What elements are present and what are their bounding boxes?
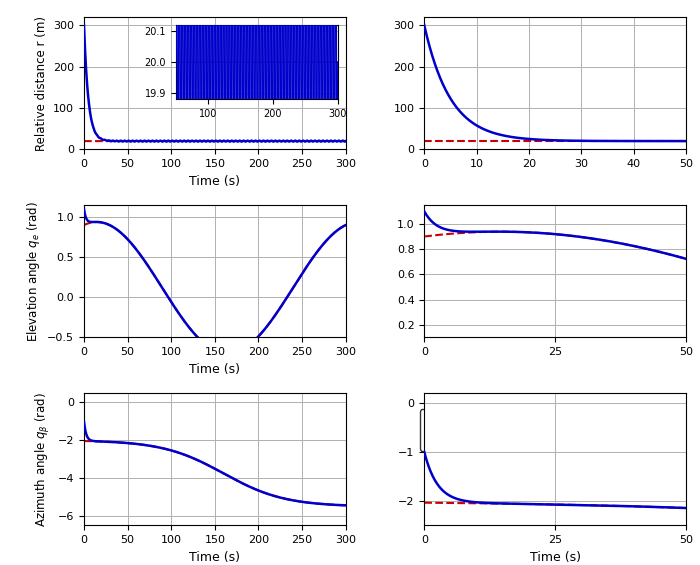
X-axis label: Time (s): Time (s) [530,551,580,564]
X-axis label: Time (s): Time (s) [190,551,240,564]
Y-axis label: Relative distance r (m): Relative distance r (m) [34,16,48,151]
X-axis label: Time (s): Time (s) [190,363,240,376]
X-axis label: Time (s): Time (s) [190,175,240,188]
Legend: Actual value, Desired value: Actual value, Desired value [420,410,544,451]
Y-axis label: Elevation angle $q_e$ (rad): Elevation angle $q_e$ (rad) [25,201,42,342]
Y-axis label: Azimuth angle $q_\beta$ (rad): Azimuth angle $q_\beta$ (rad) [34,392,52,527]
